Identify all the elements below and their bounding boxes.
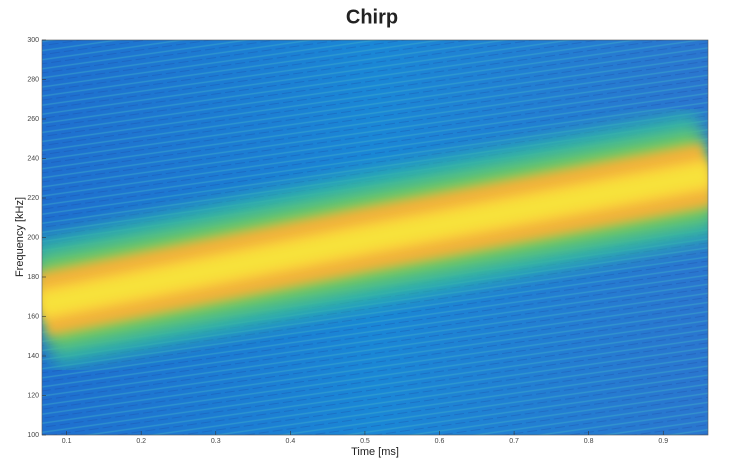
y-tick-label: 100	[27, 432, 39, 439]
x-tick-label: 0.8	[584, 438, 594, 445]
y-tick-label: 220	[27, 195, 39, 202]
y-tick-label: 180	[27, 274, 39, 281]
y-tick-label: 300	[27, 37, 39, 44]
y-tick-label: 140	[27, 353, 39, 360]
x-axis-label: Time [ms]	[351, 446, 399, 458]
x-tick-label: 0.9	[658, 438, 668, 445]
y-axis-label: Frequency [kHz]	[14, 197, 26, 277]
y-tick-label: 160	[27, 313, 39, 320]
ridge	[42, 163, 708, 316]
x-tick-label: 0.5	[360, 438, 370, 445]
x-tick-label: 0.2	[136, 438, 146, 445]
x-tick-label: 0.7	[509, 438, 519, 445]
y-tick-label: 120	[27, 392, 39, 399]
x-tick-label: 0.3	[211, 438, 221, 445]
y-tick-label: 240	[27, 155, 39, 162]
x-tick-label: 0.1	[62, 438, 72, 445]
plot-area	[42, 40, 708, 435]
chart-title: Chirp	[346, 6, 398, 28]
y-tick-label: 280	[27, 76, 39, 83]
x-tick-label: 0.4	[285, 438, 295, 445]
x-tick-label: 0.6	[435, 438, 445, 445]
y-tick-label: 200	[27, 234, 39, 241]
y-tick-label: 260	[27, 116, 39, 123]
